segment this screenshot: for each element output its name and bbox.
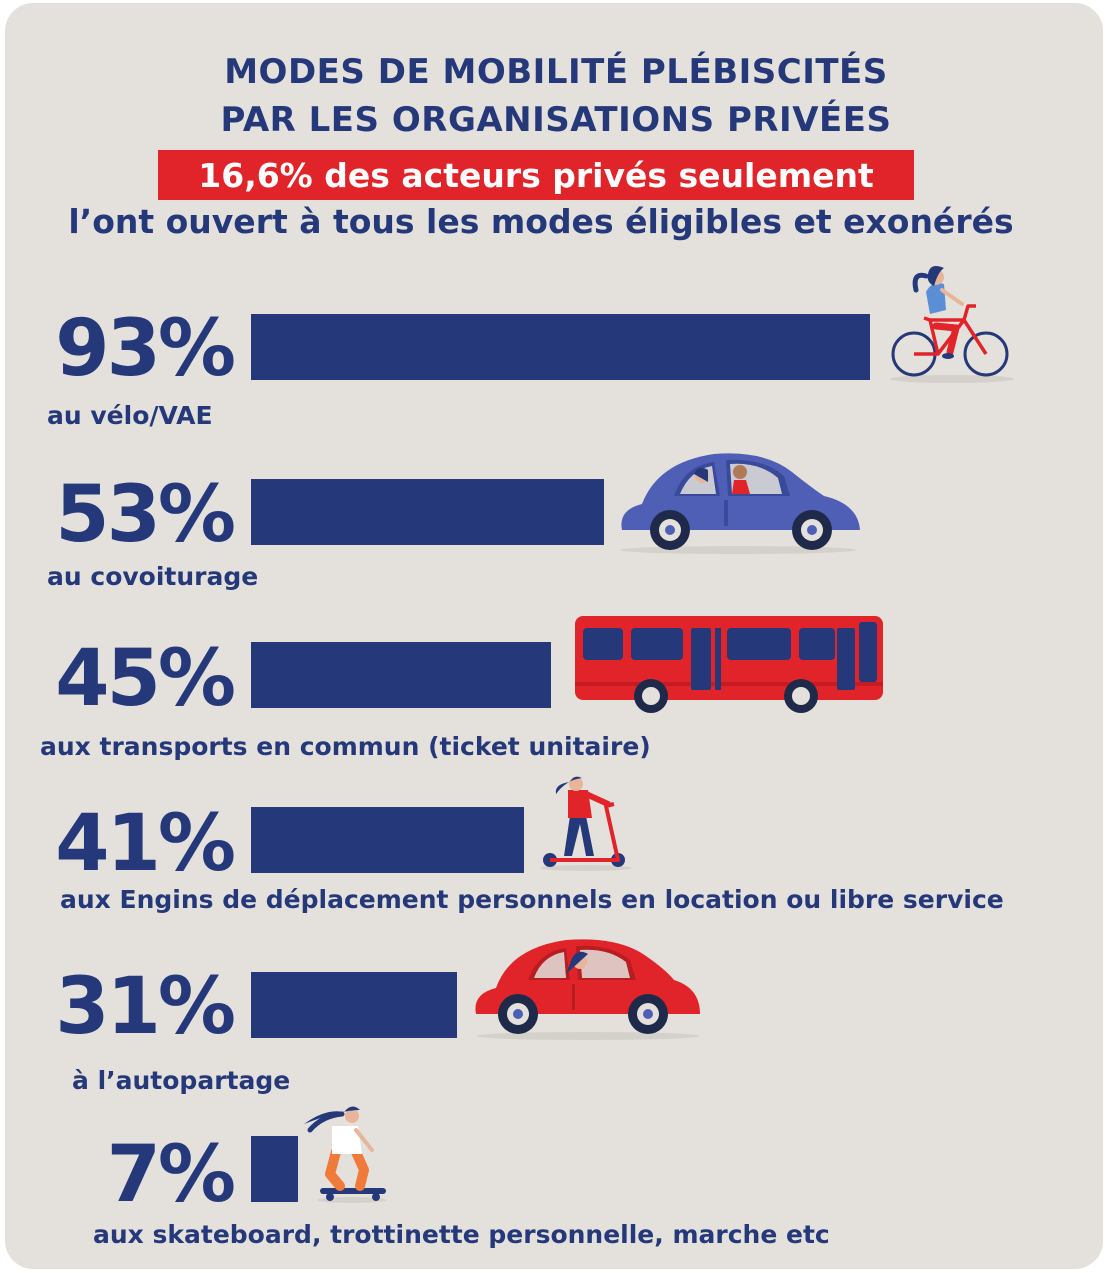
scooter-rider-icon xyxy=(540,776,632,871)
cyclist-icon xyxy=(890,266,1014,383)
value-label: 41% xyxy=(55,799,236,889)
title-line-2: PAR LES ORGANISATIONS PRIVÉES xyxy=(220,100,892,140)
category-label: au covoiturage xyxy=(47,562,259,591)
bar xyxy=(251,1136,298,1202)
value-label: 53% xyxy=(55,470,236,560)
infographic-card xyxy=(5,3,1103,1269)
category-label: aux skateboard, trottinette personnelle,… xyxy=(93,1220,830,1249)
bar xyxy=(251,972,457,1038)
red-bus-icon xyxy=(575,616,883,713)
title-line-1: MODES DE MOBILITÉ PLÉBISCITÉS xyxy=(224,52,888,92)
category-label: aux transports en commun (ticket unitair… xyxy=(40,732,651,761)
category-label: aux Engins de déplacement personnels en … xyxy=(60,885,1004,914)
highlight-banner: 16,6% des acteurs privés seulement xyxy=(158,150,914,200)
bar xyxy=(251,642,551,708)
skateboarder-icon xyxy=(304,1106,386,1203)
value-label: 93% xyxy=(55,304,236,394)
category-label: au vélo/VAE xyxy=(47,401,213,430)
red-car-icon xyxy=(475,939,700,1040)
bar xyxy=(251,807,524,873)
subtitle: l’ont ouvert à tous les modes éligibles … xyxy=(68,202,1014,241)
value-label: 45% xyxy=(55,634,236,724)
value-label: 7% xyxy=(106,1130,236,1220)
bar xyxy=(251,314,870,380)
bar xyxy=(251,479,604,545)
category-label: à l’autopartage xyxy=(72,1066,291,1095)
blue-car-icon xyxy=(620,453,860,554)
value-label: 31% xyxy=(55,962,236,1052)
highlight-text: 16,6% des acteurs privés seulement xyxy=(198,155,874,195)
